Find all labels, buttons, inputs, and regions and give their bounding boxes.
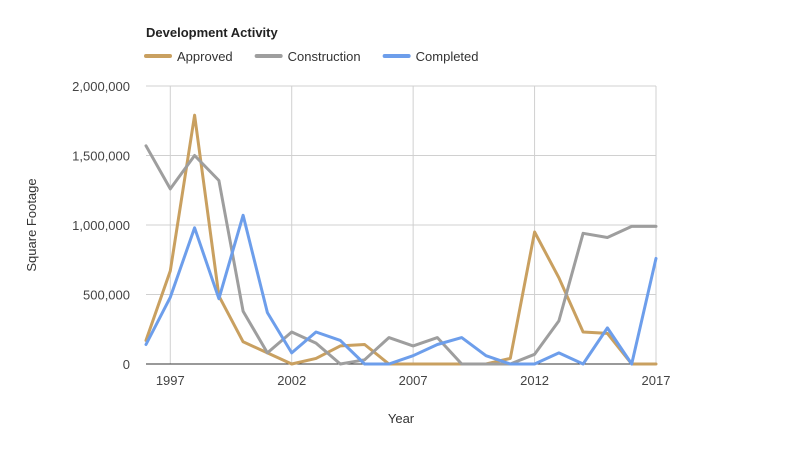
series-line-construction: [144, 144, 658, 366]
x-tick-label: 2017: [642, 373, 671, 388]
legend-label: Approved: [177, 49, 233, 64]
legend-label: Construction: [288, 49, 361, 64]
y-tick-label: 0: [123, 357, 130, 372]
legend: Approved Construction Completed: [144, 49, 479, 64]
gridlines: [146, 85, 657, 364]
x-tick-label: 2002: [277, 373, 306, 388]
x-tick-label: 2012: [520, 373, 549, 388]
series-lines: [144, 113, 658, 366]
legend-item-approved: Approved: [144, 49, 233, 64]
legend-label: Completed: [416, 49, 479, 64]
y-tick-label: 2,000,000: [72, 79, 130, 94]
x-tick-label: 2007: [399, 373, 428, 388]
y-tick-label: 500,000: [83, 288, 130, 303]
chart-title: Development Activity: [146, 25, 278, 40]
x-tick-label: 1997: [156, 373, 185, 388]
x-axis-ticks: 1997 2002 2007 2012 2017: [156, 373, 671, 388]
x-axis-label: Year: [388, 411, 415, 426]
legend-item-construction: Construction: [254, 49, 361, 64]
series-line-completed: [144, 213, 658, 366]
y-tick-label: 1,500,000: [72, 149, 130, 164]
y-axis-ticks: 0 500,000 1,000,000 1,500,000 2,000,000: [72, 79, 130, 372]
y-axis-label: Square Footage: [24, 178, 39, 271]
series-line-approved: [144, 113, 658, 366]
y-tick-label: 1,000,000: [72, 218, 130, 233]
legend-item-completed: Completed: [382, 49, 479, 64]
